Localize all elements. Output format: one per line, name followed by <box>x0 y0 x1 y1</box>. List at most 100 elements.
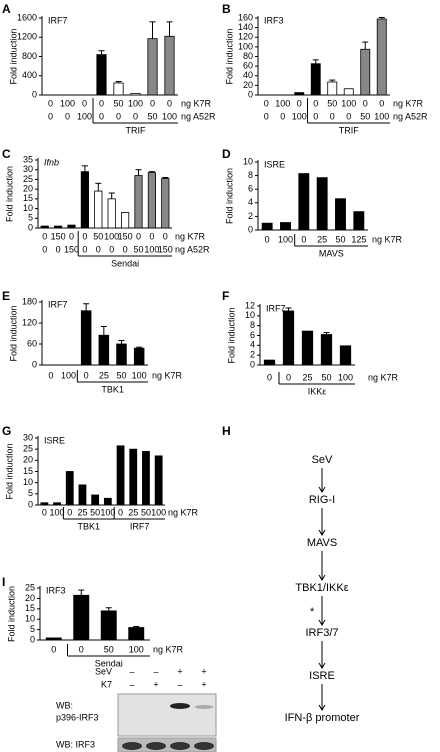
x-tick-label: 0 <box>65 111 70 121</box>
x-tick-label: 50 <box>104 644 114 654</box>
y-tick-label: 100 <box>238 41 253 51</box>
x-tick-label: 0 <box>99 98 104 108</box>
bar <box>263 359 276 366</box>
x-tick-label: 50 <box>321 372 331 382</box>
bar <box>280 222 291 231</box>
arrow-head <box>318 704 326 711</box>
bar <box>161 178 170 229</box>
bar <box>40 502 49 506</box>
y-tick-label: 60 <box>243 61 253 71</box>
x-tick-label: 100 <box>162 111 177 121</box>
blot-band <box>194 742 214 750</box>
bar <box>298 173 310 231</box>
x-tick-label: 0 <box>51 644 56 654</box>
y-axis-title: Fold induction <box>4 443 14 499</box>
bar <box>98 334 110 366</box>
x-tick-label: 100 <box>129 644 144 654</box>
y-tick-label: 0 <box>32 89 37 99</box>
treatment-value: + <box>201 679 206 689</box>
y-tick-label: 20 <box>23 184 33 194</box>
y-tick-label: 0 <box>248 89 253 99</box>
bar <box>320 334 333 366</box>
y-tick-label: 120 <box>238 32 253 42</box>
x-tick-label: 25 <box>302 372 312 382</box>
treatment-value: + <box>201 666 206 676</box>
bar <box>113 82 124 96</box>
row-label: ng K7R <box>168 507 199 517</box>
bar <box>78 484 87 506</box>
bar <box>134 175 143 229</box>
x-tick-label: 0 <box>301 234 306 244</box>
chart-title: IRF7 <box>266 303 286 313</box>
x-tick-label: 0 <box>79 644 84 654</box>
x-tick-label: 50 <box>360 111 370 121</box>
row-label: ng K7R <box>152 370 183 380</box>
x-tick-label: 0 <box>133 111 138 121</box>
y-tick-label: 20 <box>23 455 33 465</box>
bar <box>343 88 354 96</box>
blot-band <box>170 703 190 709</box>
y-tick-label: 8 <box>250 320 255 330</box>
y-axis-title: Fold induction <box>8 305 18 361</box>
y-tick-label: 40 <box>243 70 253 80</box>
y-tick-label: 10 <box>245 310 255 320</box>
arrow-head <box>318 619 326 626</box>
y-tick-label: 0 <box>28 222 33 232</box>
bar <box>353 211 365 231</box>
x-tick-label: 50 <box>90 507 100 517</box>
y-axis-title: Fold induction <box>226 307 236 363</box>
y-tick-label: 0 <box>250 359 255 369</box>
y-tick-label: 0 <box>30 634 35 644</box>
bar <box>45 637 62 641</box>
y-tick-label: 4 <box>250 340 255 350</box>
y-tick-label: 10 <box>243 156 253 166</box>
blot-label: WB: <box>56 700 73 710</box>
row-label: ng K7R <box>393 98 424 108</box>
bar <box>73 594 90 641</box>
row-label: ng K7R <box>368 372 399 382</box>
chart-title: ISRE <box>264 159 285 169</box>
panel-letter: C <box>2 147 11 161</box>
x-tick-label: 100 <box>278 234 293 244</box>
x-tick-label: 0 <box>48 98 53 108</box>
blot-image <box>117 693 217 737</box>
bar <box>116 445 125 506</box>
y-tick-label: 1200 <box>17 32 37 42</box>
bar <box>294 92 305 96</box>
bar <box>40 225 49 229</box>
panel-letter: B <box>222 2 231 16</box>
treatment-label: K7 <box>101 679 112 689</box>
chart-title: IRF7 <box>48 299 68 309</box>
bar <box>133 347 145 366</box>
treatment-value: – <box>129 666 134 676</box>
row-label: ng A52R <box>181 111 216 121</box>
x-tick-label: 0 <box>123 244 128 254</box>
panel-letter: E <box>2 289 10 303</box>
y-tick-label: 0 <box>248 224 253 234</box>
bar <box>316 177 328 231</box>
x-tick-label: 150 <box>51 231 66 241</box>
bar <box>96 54 107 96</box>
bar <box>301 330 314 366</box>
group-label: TBK1 <box>101 384 124 394</box>
bar <box>80 171 89 229</box>
bar <box>376 18 387 96</box>
bar <box>261 222 273 231</box>
treatment-label: SeV <box>95 666 112 676</box>
group-label: TBK1 <box>78 521 101 531</box>
blot-band <box>195 705 213 709</box>
diagram-node: TBK1/IKKε <box>295 582 348 594</box>
y-tick-label: 15 <box>23 193 33 203</box>
bar <box>327 81 338 96</box>
x-tick-label: 0 <box>99 111 104 121</box>
panel-letter: I <box>2 575 5 589</box>
group-label: TRIF <box>339 125 359 135</box>
y-axis-title: Fold induction <box>6 586 16 642</box>
row-label: ng K7R <box>175 231 206 241</box>
blot-label: p396-IRF3 <box>56 712 99 722</box>
y-tick-label: 25 <box>23 444 33 454</box>
bar <box>107 198 116 229</box>
group-label: Sendai <box>95 658 123 668</box>
x-tick-label: 100 <box>132 370 147 380</box>
